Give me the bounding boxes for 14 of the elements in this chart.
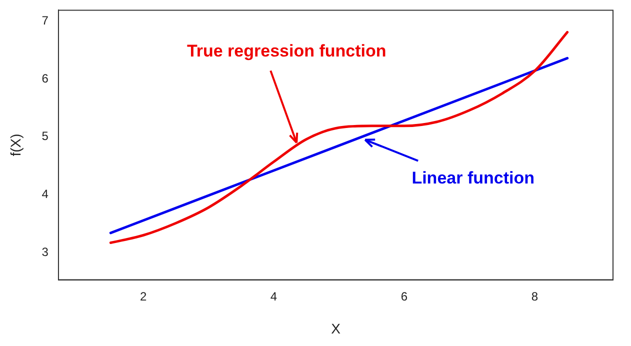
y-tick-label: 3 bbox=[42, 244, 49, 259]
x-axis-title: X bbox=[331, 320, 342, 336]
y-tick-label: 6 bbox=[42, 71, 49, 86]
x-tick-label: 2 bbox=[140, 289, 147, 304]
annotation: Linear function bbox=[412, 168, 534, 188]
y-tick-label: 7 bbox=[42, 14, 49, 28]
x-tick-label: 4 bbox=[270, 289, 278, 304]
annotation: True regression function bbox=[186, 41, 386, 60]
y-tick-label: 5 bbox=[42, 129, 49, 144]
y-axis-title: f(X) bbox=[7, 134, 24, 156]
x-tick-label: 8 bbox=[531, 289, 538, 304]
y-tick-label: 4 bbox=[42, 187, 49, 202]
line-series bbox=[109, 30, 569, 244]
x-tick-label: 6 bbox=[400, 289, 408, 304]
